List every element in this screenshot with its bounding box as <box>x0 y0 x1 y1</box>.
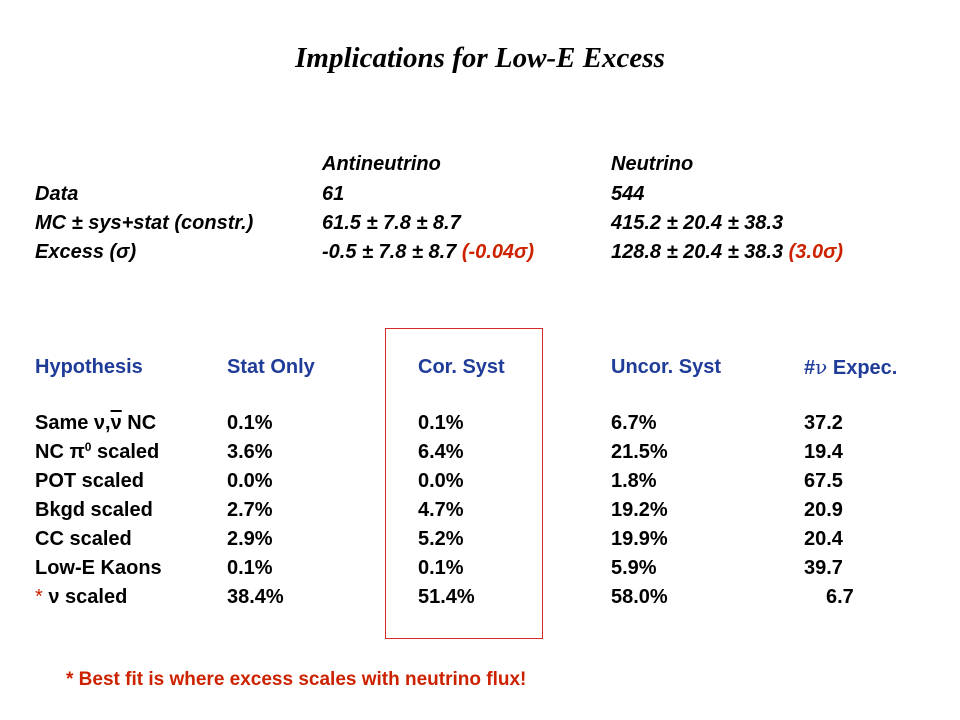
hyp-cell-expec: 67.5 <box>804 470 843 492</box>
hyp-cell-cor: 6.4% <box>418 441 464 463</box>
row-data-label: Data <box>35 183 79 205</box>
footnote: * Best fit is where excess scales with n… <box>66 669 527 690</box>
row-excess-nu: 128.8 ± 20.4 ± 38.3 (3.0σ) <box>611 240 843 264</box>
hyp-cell-cor: 51.4% <box>418 586 475 608</box>
hyp-row-label: CC scaled <box>35 528 132 550</box>
hyp-cell-stat: 2.7% <box>227 499 273 521</box>
excess-nu-value: 128.8 ± 20.4 ± 38.3 <box>611 241 789 263</box>
hyp-row-label: * ν scaled <box>35 585 127 609</box>
hyp-cell-cor: 0.0% <box>418 470 464 492</box>
hyp-cell-uncor: 21.5% <box>611 441 668 463</box>
row-mc-nu: 415.2 ± 20.4 ± 38.3 <box>611 212 784 234</box>
row-mc-anti: 61.5 ± 7.8 ± 8.7 <box>322 212 461 234</box>
row-excess-anti: -0.5 ± 7.8 ± 8.7 (-0.04σ) <box>322 240 534 264</box>
hyp-cell-uncor: 58.0% <box>611 586 668 608</box>
hyp-cell-stat: 38.4% <box>227 586 284 608</box>
hyp-cell-cor: 5.2% <box>418 528 464 550</box>
hyp-cell-expec: 20.9 <box>804 499 843 521</box>
header-neutrino: Neutrino <box>611 153 694 175</box>
hyp-row-label: POT scaled <box>35 470 144 492</box>
label-post: ν scaled <box>42 586 128 608</box>
hyp-cell-stat: 0.1% <box>227 412 273 434</box>
excess-nu-significance: (3.0σ) <box>788 241 844 263</box>
slide-title: Implications for Low-E Excess <box>295 42 665 74</box>
hyp-row-label: Low-E Kaons <box>35 557 162 579</box>
hyp-cell-stat: 3.6% <box>227 441 273 463</box>
header-cor-syst: Cor. Syst <box>418 356 505 378</box>
hyp-cell-uncor: 1.8% <box>611 470 657 492</box>
hyp-cell-expec: 19.4 <box>804 441 843 463</box>
header-hypothesis: Hypothesis <box>35 356 143 378</box>
header-stat-only: Stat Only <box>227 356 315 378</box>
row-data-anti: 61 <box>322 183 345 205</box>
expec-prefix: # <box>804 357 816 379</box>
row-excess-label: Excess (σ) <box>35 241 137 263</box>
hyp-cell-uncor: 5.9% <box>611 557 657 579</box>
hyp-cell-cor: 0.1% <box>418 412 464 434</box>
header-expec: #ν Expec. <box>804 355 897 380</box>
label-sup: 0 <box>84 440 92 454</box>
row-mc-label: MC ± sys+stat (constr.) <box>35 212 254 234</box>
excess-anti-value: -0.5 ± 7.8 ± 8.7 <box>322 241 462 263</box>
hyp-row-label: NC π0 scaled <box>35 440 159 464</box>
hyp-row-label: Bkgd scaled <box>35 499 153 521</box>
nubar-symbol: ν <box>110 412 122 434</box>
expec-suffix: Expec. <box>827 357 898 379</box>
hyp-cell-stat: 2.9% <box>227 528 273 550</box>
label-pre: Same ν, <box>35 412 111 434</box>
label-pre: NC π <box>35 441 85 463</box>
hyp-row-label: Same ν,ν NC <box>35 411 156 435</box>
row-data-nu: 544 <box>611 183 645 205</box>
hyp-cell-expec: 37.2 <box>804 412 843 434</box>
highlight-box <box>385 328 543 639</box>
hyp-cell-uncor: 19.2% <box>611 499 668 521</box>
hyp-cell-stat: 0.1% <box>227 557 273 579</box>
hyp-cell-expec: 39.7 <box>804 557 843 579</box>
hyp-cell-cor: 4.7% <box>418 499 464 521</box>
hyp-cell-uncor: 19.9% <box>611 528 668 550</box>
excess-anti-significance: (-0.04σ) <box>461 241 534 263</box>
hyp-cell-expec: 6.7 <box>826 586 854 608</box>
label-post: NC <box>121 412 157 434</box>
header-antineutrino: Antineutrino <box>322 153 441 175</box>
hyp-cell-cor: 0.1% <box>418 557 464 579</box>
label-post: scaled <box>91 441 160 463</box>
nu-symbol: ν <box>815 355 828 379</box>
header-uncor-syst: Uncor. Syst <box>611 356 722 378</box>
hyp-cell-expec: 20.4 <box>804 528 843 550</box>
hyp-cell-uncor: 6.7% <box>611 412 657 434</box>
hyp-cell-stat: 0.0% <box>227 470 273 492</box>
asterisk: * <box>35 586 43 608</box>
